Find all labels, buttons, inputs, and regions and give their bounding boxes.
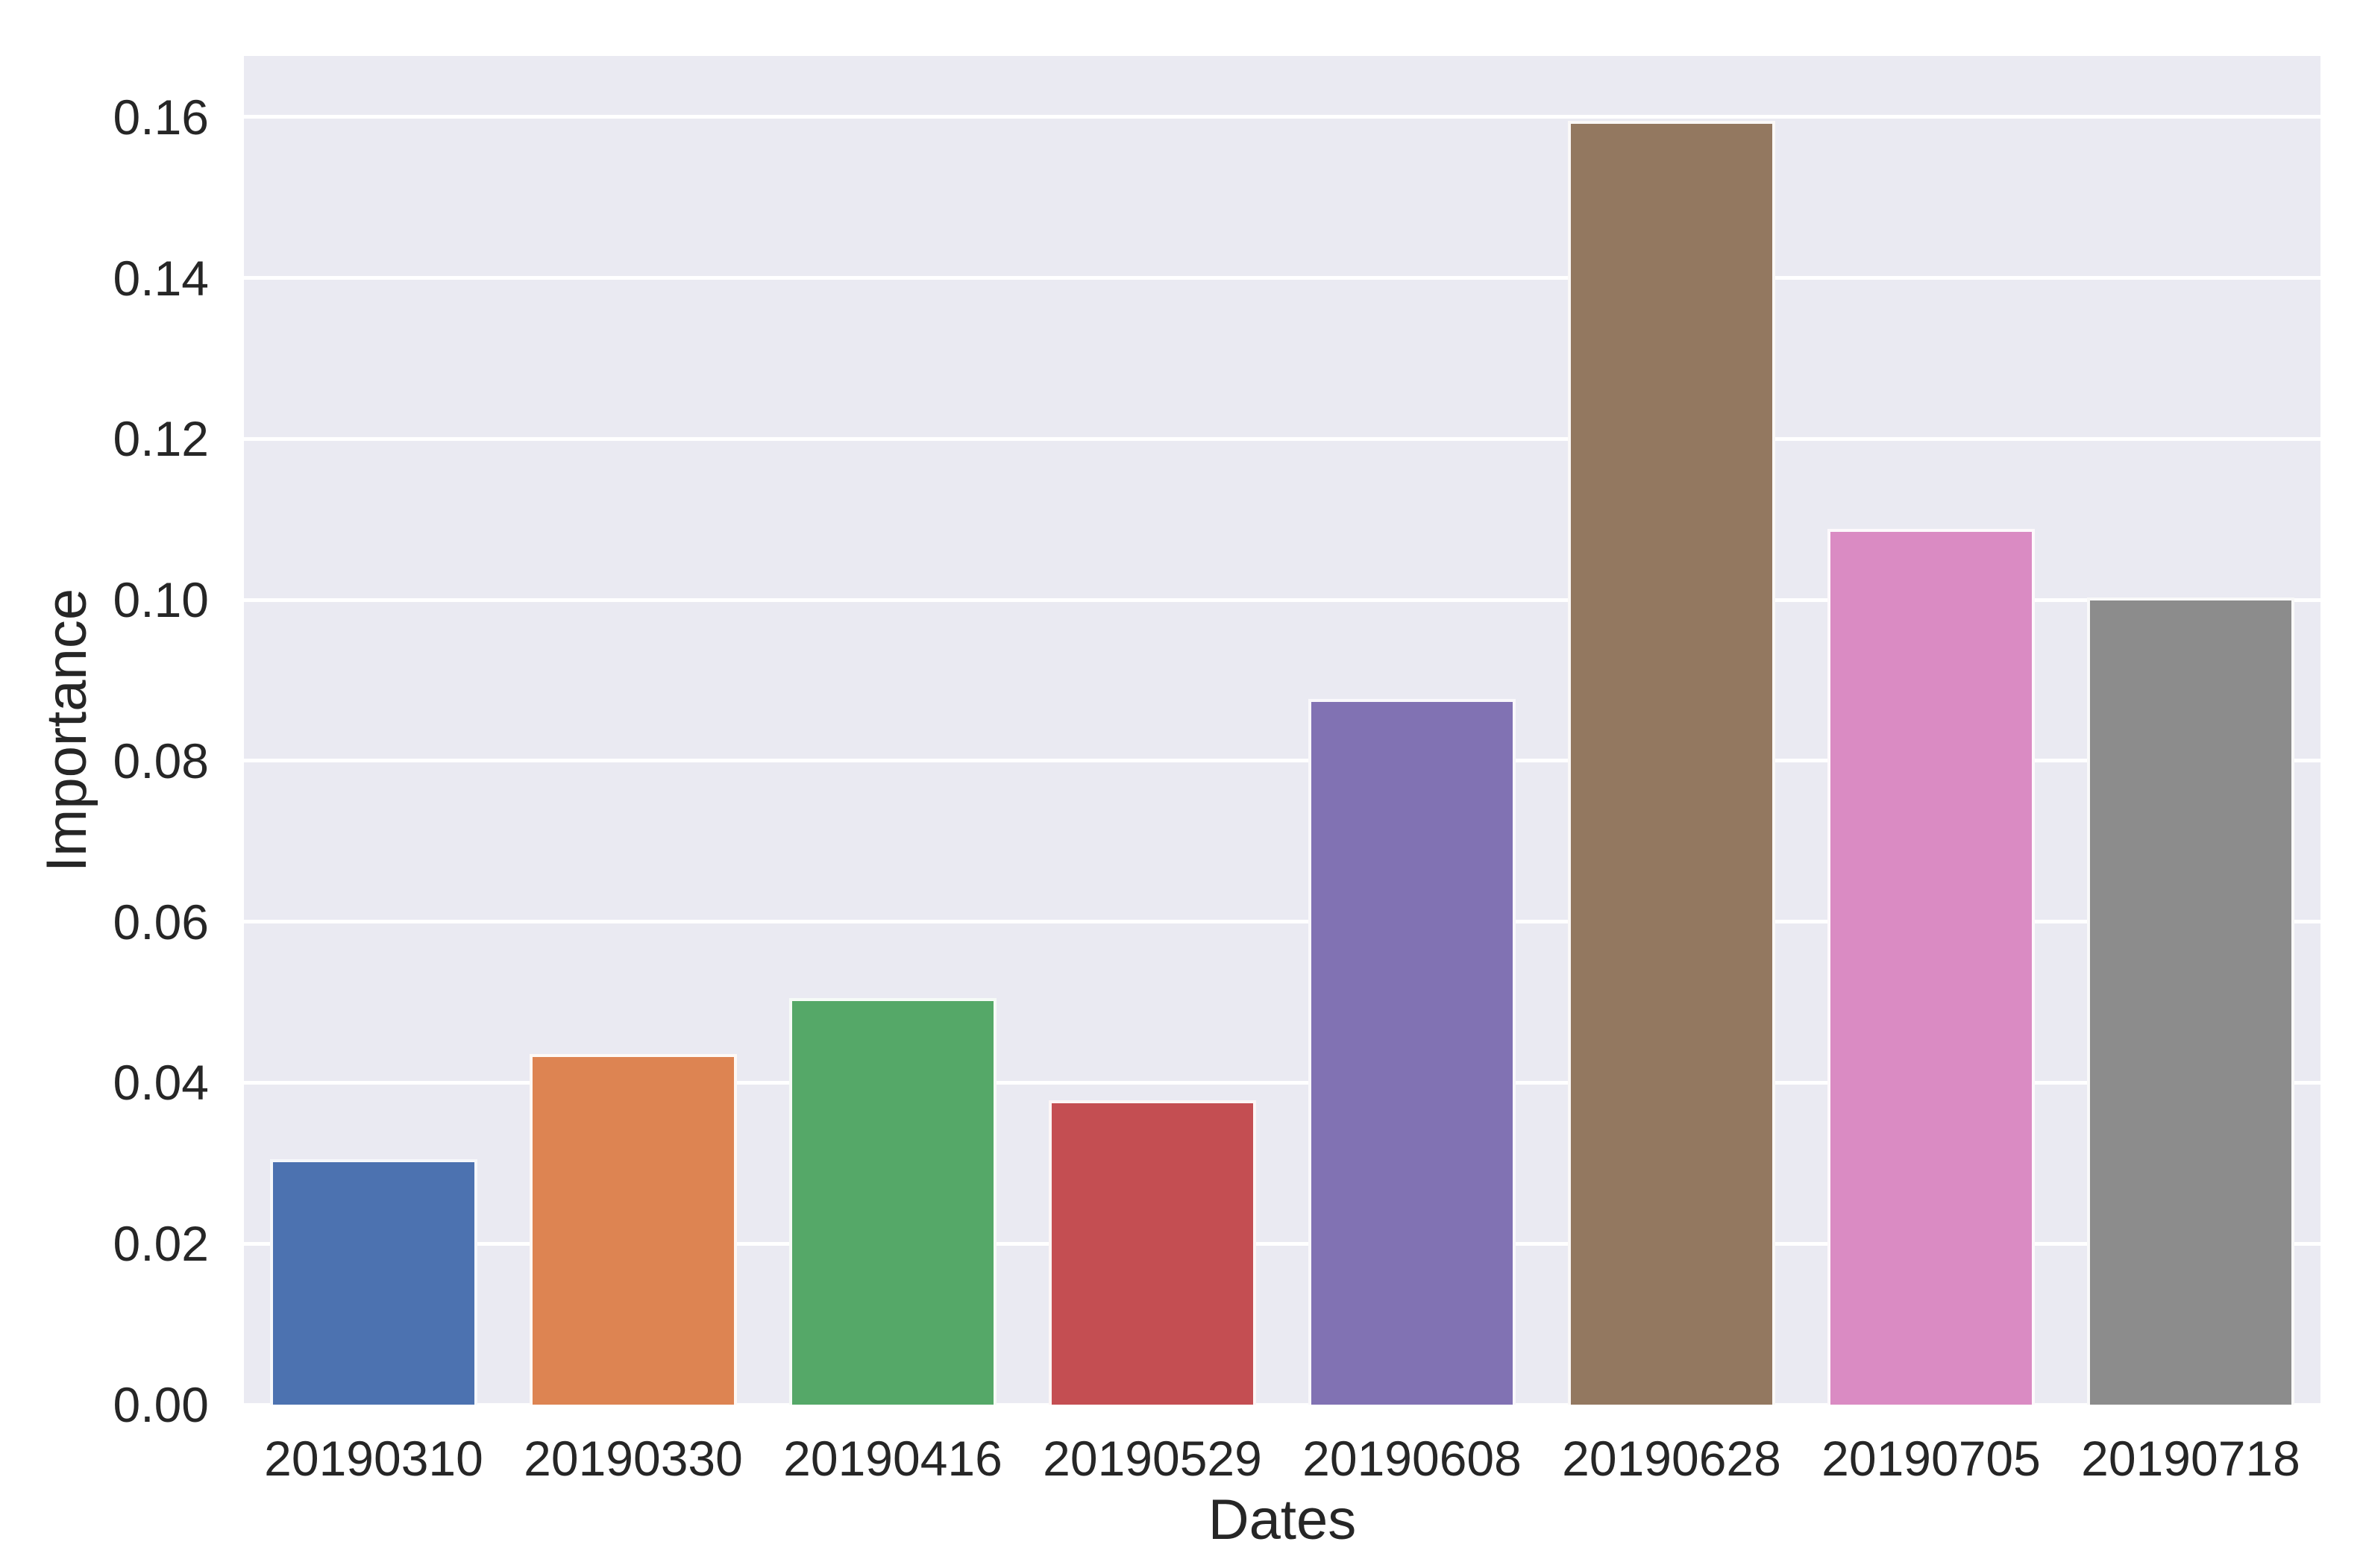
- bar-20190608: [1308, 698, 1516, 1405]
- x-tick-label: 20190416: [783, 1431, 1002, 1486]
- bar-20190529: [1048, 1100, 1257, 1405]
- gridline: [244, 920, 2320, 924]
- bar-20190330: [529, 1053, 738, 1405]
- y-tick-label: 0.08: [113, 733, 209, 788]
- x-tick-label: 20190529: [1043, 1431, 1262, 1486]
- y-tick-label: 0.10: [113, 572, 209, 628]
- y-tick-label: 0.04: [113, 1055, 209, 1111]
- y-tick-label: 0.00: [113, 1377, 209, 1432]
- x-tick-label: 20190628: [1562, 1431, 1781, 1486]
- gridline: [244, 115, 2320, 119]
- y-tick-label: 0.16: [113, 89, 209, 145]
- y-tick-label: 0.06: [113, 894, 209, 950]
- bar-20190416: [788, 998, 997, 1405]
- x-tick-label: 20190718: [2081, 1431, 2300, 1486]
- x-tick-label: 20190608: [1302, 1431, 1522, 1486]
- gridline: [244, 436, 2320, 441]
- gridline: [244, 1402, 2320, 1407]
- y-tick-label: 0.12: [113, 411, 209, 467]
- gridline: [244, 1241, 2320, 1246]
- gridline: [244, 276, 2320, 280]
- y-tick-label: 0.02: [113, 1216, 209, 1272]
- x-tick-label: 20190330: [524, 1431, 743, 1486]
- x-tick-label: 20190705: [1821, 1431, 2041, 1486]
- gridline: [244, 598, 2320, 602]
- x-tick-label: 20190310: [264, 1431, 483, 1486]
- bar-20190310: [269, 1158, 478, 1405]
- gridline: [244, 1080, 2320, 1085]
- x-axis-title: Dates: [1208, 1488, 1357, 1552]
- gridline: [244, 759, 2320, 763]
- plot-area: [244, 56, 2320, 1407]
- bar-20190705: [1827, 529, 2036, 1405]
- bar-20190628: [1567, 121, 1776, 1405]
- bar-20190718: [2086, 598, 2295, 1405]
- y-axis-title: Importance: [35, 588, 98, 873]
- y-tick-label: 0.14: [113, 250, 209, 306]
